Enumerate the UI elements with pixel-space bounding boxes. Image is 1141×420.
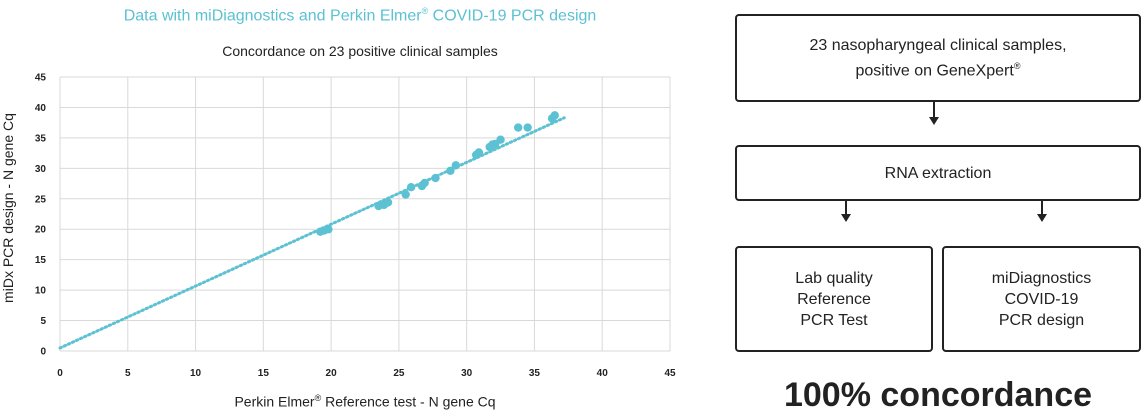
y-tick-label: 25 [35,194,47,205]
x-tick-label: 10 [190,368,202,379]
midx-design-label: miDiagnostics COVID-19 PCR design [991,269,1092,329]
samples-registered-mark: ® [1013,60,1021,71]
figure-header: Data with miDiagnostics and Perkin Elmer… [0,6,720,25]
y-tick-label: 10 [35,286,47,297]
concordance-statement: 100% concordance [783,376,1093,414]
data-point [550,111,559,120]
x-tick-label: 15 [258,368,270,379]
y-tick-label: 20 [35,225,47,236]
data-point [446,166,455,175]
data-point [401,190,410,199]
arrow-rna-to-midx [1037,201,1047,222]
x-tick-label: 5 [125,368,131,379]
data-point [406,183,416,192]
data-point [474,148,484,157]
x-tick-label: 40 [597,368,609,379]
data-point [523,123,532,132]
data-point [431,173,440,183]
y-tick-label: 30 [35,164,47,175]
header-registered-mark: ® [421,6,429,16]
samples-box: 23 nasopharyngeal clinical samples, posi… [735,14,1141,102]
samples-line-2: positive on GeneXpert® [809,56,1066,81]
rna-extraction-box: RNA extraction [735,145,1141,201]
header-title-tail: COVID-19 PCR design [428,7,597,25]
grid-lines [59,76,671,352]
data-point [513,123,523,132]
data-point [383,198,393,207]
header-title-main: Data with miDiagnostics and Perkin Elmer [123,7,422,25]
y-tick-label: 15 [35,255,47,266]
x-tick-label: 20 [326,368,338,379]
x-tick-label: 45 [664,368,676,379]
y-tick-label: 0 [40,347,46,358]
data-point [324,225,333,234]
x-tick-label: 0 [57,368,63,379]
x-tick-label: 25 [393,368,405,379]
x-axis-label-main: Perkin Elmer [234,393,315,410]
y-tick-label: 5 [40,316,46,327]
x-tick-label: 35 [529,368,541,379]
samples-line-1: 23 nasopharyngeal clinical samples, [809,36,1067,54]
y-tick-label: 35 [35,133,47,144]
x-axis-label: Perkin Elmer® Reference test - N gene Cq [60,393,670,410]
midx-design-box: miDiagnostics COVID-19 PCR design [942,246,1141,352]
data-point [496,135,505,144]
chart-canvas: 0 5 10 15 20 25 30 35 40 45 0 5 10 15 20 25 30 35 40 45 [35,73,676,380]
data-points [316,111,559,236]
y-tick-label: 45 [35,73,47,84]
arrow-samples-to-rna [929,102,939,125]
tick-labels: 0 5 10 15 20 25 30 35 40 45 0 5 10 15 20 25 30 35 40 45 [35,73,676,380]
samples-line-2-main: positive on GeneXpert [855,62,1014,80]
arrow-rna-to-lab [841,201,851,222]
x-axis-registered-mark: ® [314,393,322,403]
data-point [451,161,461,170]
data-point [420,178,429,188]
x-axis-label-tail: Reference test - N gene Cq [321,393,496,410]
lab-reference-label: Lab quality Reference PCR Test [795,269,873,329]
y-tick-label: 40 [35,103,47,114]
x-tick-label: 30 [461,368,473,379]
rna-extraction-label: RNA extraction [884,164,992,182]
chart-title: Concordance on 23 positive clinical samp… [222,43,498,59]
scatter-chart: Data with miDiagnostics and Perkin Elmer… [0,6,676,410]
lab-reference-box: Lab quality Reference PCR Test [735,246,933,352]
